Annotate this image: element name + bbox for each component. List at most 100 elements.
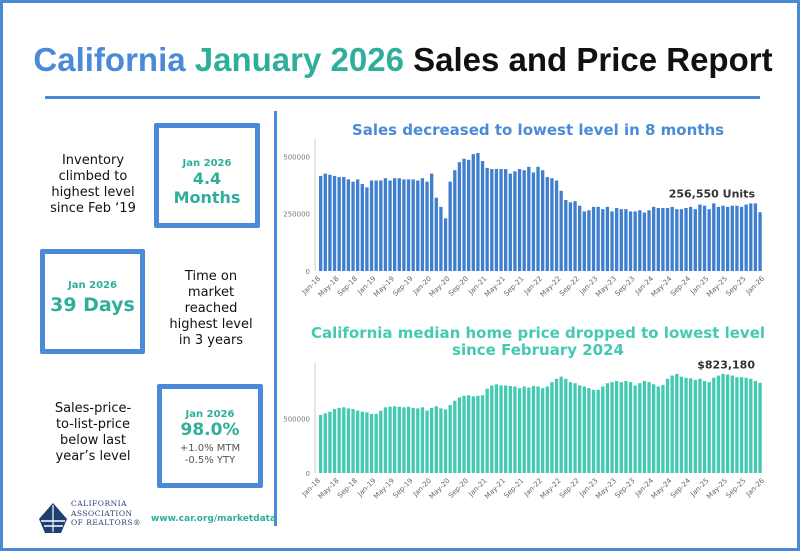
bar <box>430 173 434 271</box>
bar <box>342 177 346 271</box>
bar <box>591 389 596 473</box>
bar <box>568 382 573 473</box>
bar <box>605 206 610 271</box>
bar <box>661 208 665 271</box>
bar <box>439 206 443 271</box>
dom-desc-line: market <box>187 285 235 300</box>
bar <box>624 209 628 271</box>
splp-description: Sales-price- to-list-price below last ye… <box>43 401 143 465</box>
x-tick-label: Sep-24 <box>669 274 692 297</box>
bar <box>730 205 734 271</box>
bar <box>753 203 758 271</box>
x-tick-label: May-24 <box>650 274 674 298</box>
x-tick-label: Sep-22 <box>558 275 581 298</box>
bar <box>541 388 545 473</box>
bar <box>360 183 364 271</box>
bar <box>647 210 651 271</box>
bar <box>342 407 346 473</box>
market-data-link[interactable]: www.car.org/marketdata <box>151 514 277 524</box>
bar <box>476 153 480 271</box>
inventory-description: Inventory climbed to highest level since… <box>43 153 143 217</box>
bar <box>462 395 466 473</box>
bar <box>467 395 471 473</box>
x-tick-label: May-22 <box>539 477 563 501</box>
bar <box>702 381 707 473</box>
bar <box>369 413 374 473</box>
bar <box>416 408 420 473</box>
bar <box>480 395 485 473</box>
dom-desc-line: in 3 years <box>178 333 244 348</box>
x-tick-label: Sep-20 <box>447 477 470 500</box>
bar <box>402 407 406 473</box>
bar <box>587 388 591 473</box>
bar <box>351 408 355 473</box>
price-bar-chart: 0500000Jan-18May-18Sep-18Jan-19May-19Sep… <box>283 359 766 501</box>
bar <box>393 178 397 271</box>
bar <box>406 179 411 271</box>
bar <box>578 385 582 473</box>
bar <box>443 218 448 271</box>
bar <box>360 411 364 473</box>
bar <box>434 406 438 473</box>
bar <box>679 376 684 473</box>
y-tick-label: 500000 <box>283 153 310 161</box>
bar <box>642 381 647 473</box>
bar <box>490 385 494 473</box>
bar <box>582 386 586 473</box>
bar <box>374 413 378 473</box>
bar <box>716 206 721 271</box>
bar <box>638 210 642 271</box>
x-tick-label: Jan-26 <box>744 476 766 498</box>
bar <box>448 405 452 473</box>
bar <box>689 378 693 473</box>
bar <box>628 211 633 271</box>
bar <box>591 206 596 271</box>
bar <box>758 212 762 271</box>
x-tick-label: May-19 <box>372 477 396 501</box>
bar <box>499 169 503 271</box>
bar <box>601 209 605 271</box>
title-part-2: January 2026 <box>194 41 404 78</box>
price-title-line: California median home price dropped to … <box>310 324 766 342</box>
bar <box>471 154 475 271</box>
bar <box>596 389 600 473</box>
y-tick-label: 0 <box>306 470 310 478</box>
sales-bar-chart: 0250000500000Jan-18May-18Sep-18Jan-19May… <box>283 139 766 299</box>
bar <box>393 406 397 473</box>
bar <box>411 179 415 271</box>
bar <box>485 388 489 473</box>
bar <box>605 383 610 473</box>
bar <box>448 181 452 271</box>
bar <box>522 386 526 473</box>
bar <box>559 376 563 473</box>
x-tick-label: May-23 <box>594 275 618 299</box>
bar <box>670 206 674 271</box>
bar <box>665 208 670 271</box>
x-tick-label: May-25 <box>705 275 729 299</box>
bar <box>582 211 586 271</box>
splp-desc-line: year’s level <box>55 449 131 464</box>
bar <box>480 161 485 271</box>
title-part-3: Sales and Price Report <box>413 41 773 78</box>
bar <box>494 384 499 473</box>
bar <box>522 170 526 271</box>
bar <box>739 377 744 473</box>
bar <box>633 211 637 271</box>
x-tick-label: Sep-23 <box>613 275 636 298</box>
bar <box>369 180 374 271</box>
inventory-label: Jan 2026 <box>182 158 232 169</box>
bar <box>319 414 323 473</box>
bar <box>434 197 438 271</box>
bar <box>753 381 758 473</box>
bar <box>656 208 660 271</box>
bar <box>693 379 697 473</box>
bar <box>554 180 559 271</box>
x-tick-label: Sep-19 <box>391 275 414 298</box>
bar <box>536 166 540 271</box>
bar <box>564 199 568 271</box>
title-divider <box>45 96 760 99</box>
bar <box>332 408 337 473</box>
bar <box>652 384 656 473</box>
bar <box>536 386 540 473</box>
